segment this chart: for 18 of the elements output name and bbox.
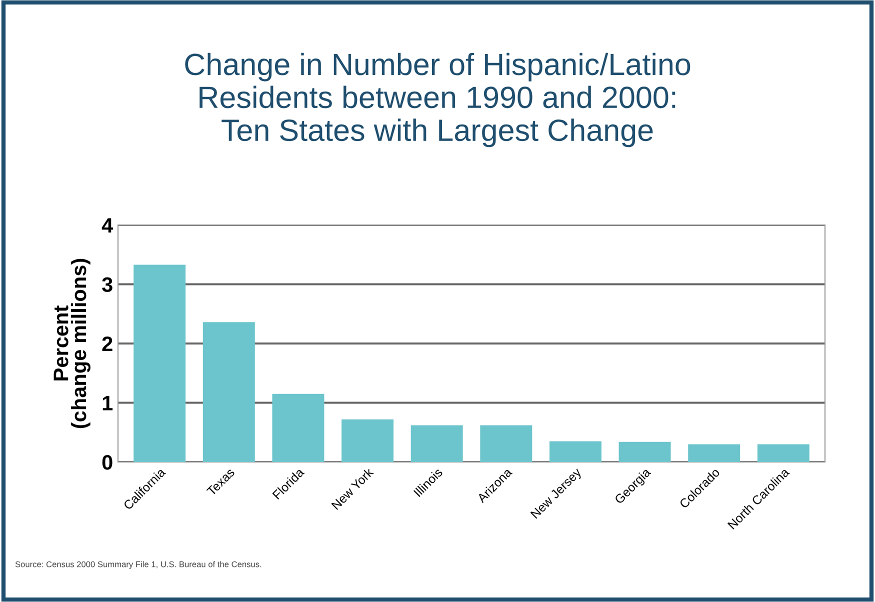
- bar: [342, 419, 394, 462]
- bar: [688, 444, 740, 462]
- y-tick-label: 1: [102, 396, 113, 410]
- y-tick-label: 2: [102, 336, 112, 352]
- source-note: Source: Census 2000 Summary File 1, U.S. Bureau of the Census.: [15, 561, 262, 569]
- y-axis-title: Percent (change millions): [54, 258, 90, 428]
- bar: [272, 394, 324, 462]
- bar: [480, 425, 532, 462]
- y-tick-label: 0: [102, 455, 112, 470]
- bar: [410, 425, 463, 462]
- bar: [134, 264, 186, 462]
- bar: [618, 442, 671, 462]
- y-tick-label: 4: [102, 218, 114, 233]
- bar: [757, 444, 810, 462]
- y-tick-label: 3: [102, 277, 112, 292]
- bar: [549, 441, 602, 462]
- chart-title: Change in Number of Hispanic/Latino Residents between 1990 and 2000: Ten States with Largest Change: [185, 52, 690, 148]
- bar: [202, 322, 255, 462]
